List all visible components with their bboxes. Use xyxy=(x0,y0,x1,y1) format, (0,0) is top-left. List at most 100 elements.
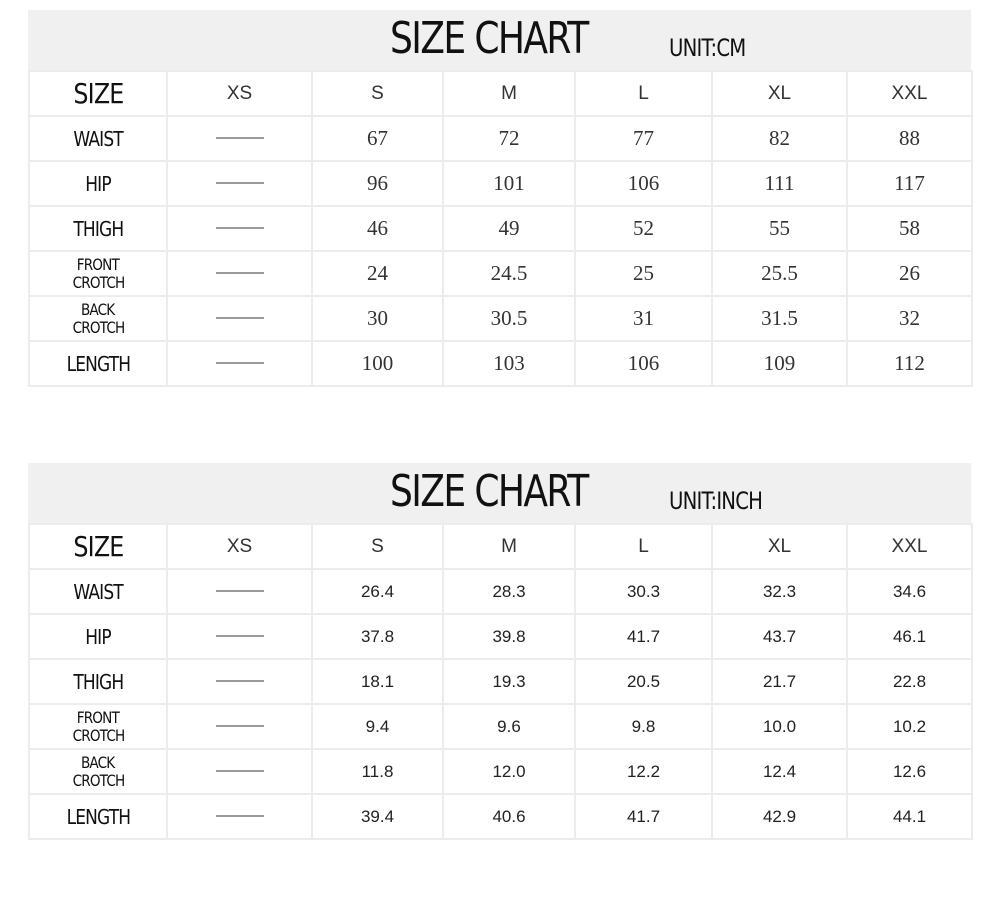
table-cell: 55 xyxy=(711,205,848,252)
xs-empty-dash xyxy=(166,748,313,795)
size-s: S xyxy=(311,523,444,570)
size-chart-inch: SIZE CHART UNIT:INCH SIZE XS S M L XL XX… xyxy=(28,463,973,840)
size-m: M xyxy=(442,70,576,117)
table-cell: 40.6 xyxy=(442,793,576,840)
xs-empty-dash xyxy=(166,658,313,705)
size-l: L xyxy=(574,523,713,570)
size-xs: XS xyxy=(166,523,313,570)
table-cell: 28.3 xyxy=(442,568,576,615)
table-cell: 12.2 xyxy=(574,748,713,795)
size-s: S xyxy=(311,70,444,117)
table-cell: 12.4 xyxy=(711,748,848,795)
table-cell: 106 xyxy=(574,340,713,387)
table-cell: 34.6 xyxy=(846,568,973,615)
table-cell: 10.0 xyxy=(711,703,848,750)
row-label: FRONT CROTCH xyxy=(28,250,168,297)
chart-unit: UNIT:INCH xyxy=(669,487,763,515)
table-cell: 18.1 xyxy=(311,658,444,705)
row-label: LENGTH xyxy=(28,340,168,387)
table-row: HIP 96 101 106 111 117 xyxy=(28,160,973,207)
table-cell: 25 xyxy=(574,250,713,297)
size-table: SIZE XS S M L XL XXL WAIST 26.4 28.3 30.… xyxy=(28,523,973,840)
table-cell: 12.0 xyxy=(442,748,576,795)
table-cell: 41.7 xyxy=(574,793,713,840)
table-cell: 43.7 xyxy=(711,613,848,660)
table-cell: 52 xyxy=(574,205,713,252)
table-row: BACK CROTCH 11.8 12.0 12.2 12.4 12.6 xyxy=(28,748,973,795)
table-cell: 12.6 xyxy=(846,748,973,795)
chart-title: SIZE CHART xyxy=(390,13,589,64)
size-l: L xyxy=(574,70,713,117)
row-label: BACK CROTCH xyxy=(28,748,168,795)
table-cell: 32 xyxy=(846,295,973,342)
row-label: WAIST xyxy=(28,568,168,615)
table-cell: 30.5 xyxy=(442,295,576,342)
table-cell: 112 xyxy=(846,340,973,387)
table-cell: 58 xyxy=(846,205,973,252)
xs-empty-dash xyxy=(166,160,313,207)
table-cell: 67 xyxy=(311,115,444,162)
size-xxl: XXL xyxy=(846,70,973,117)
size-m: M xyxy=(442,523,576,570)
table-cell: 103 xyxy=(442,340,576,387)
size-xs: XS xyxy=(166,70,313,117)
row-label: WAIST xyxy=(28,115,168,162)
table-cell: 25.5 xyxy=(711,250,848,297)
table-cell: 9.8 xyxy=(574,703,713,750)
table-cell: 39.8 xyxy=(442,613,576,660)
table-cell: 88 xyxy=(846,115,973,162)
table-cell: 21.7 xyxy=(711,658,848,705)
table-cell: 77 xyxy=(574,115,713,162)
chart-title: SIZE CHART xyxy=(390,466,589,517)
table-row: BACK CROTCH 30 30.5 31 31.5 32 xyxy=(28,295,973,342)
table-cell: 22.8 xyxy=(846,658,973,705)
table-row: HIP 37.8 39.8 41.7 43.7 46.1 xyxy=(28,613,973,660)
table-cell: 32.3 xyxy=(711,568,848,615)
table-row: LENGTH 39.4 40.6 41.7 42.9 44.1 xyxy=(28,793,973,840)
size-table: SIZE XS S M L XL XXL WAIST 67 72 77 82 8… xyxy=(28,70,973,387)
table-cell: 26 xyxy=(846,250,973,297)
table-cell: 20.5 xyxy=(574,658,713,705)
row-label: HIP xyxy=(28,160,168,207)
row-label: HIP xyxy=(28,613,168,660)
table-cell: 111 xyxy=(711,160,848,207)
table-row: WAIST 67 72 77 82 88 xyxy=(28,115,973,162)
xs-empty-dash xyxy=(166,703,313,750)
table-cell: 42.9 xyxy=(711,793,848,840)
table-cell: 31 xyxy=(574,295,713,342)
table-cell: 49 xyxy=(442,205,576,252)
xs-empty-dash xyxy=(166,568,313,615)
table-row: FRONT CROTCH 24 24.5 25 25.5 26 xyxy=(28,250,973,297)
size-label: SIZE xyxy=(28,523,168,570)
size-chart-cm: SIZE CHART UNIT:CM SIZE XS S M L XL XXL … xyxy=(28,10,973,387)
row-label: THIGH xyxy=(28,658,168,705)
table-cell: 19.3 xyxy=(442,658,576,705)
table-row: THIGH 46 49 52 55 58 xyxy=(28,205,973,252)
row-label: BACK CROTCH xyxy=(28,295,168,342)
table-cell: 9.4 xyxy=(311,703,444,750)
table-cell: 31.5 xyxy=(711,295,848,342)
row-label: LENGTH xyxy=(28,793,168,840)
xs-empty-dash xyxy=(166,613,313,660)
table-cell: 41.7 xyxy=(574,613,713,660)
table-row: FRONT CROTCH 9.4 9.6 9.8 10.0 10.2 xyxy=(28,703,973,750)
xs-empty-dash xyxy=(166,295,313,342)
table-cell: 101 xyxy=(442,160,576,207)
row-label: THIGH xyxy=(28,205,168,252)
xs-empty-dash xyxy=(166,205,313,252)
size-header-row: SIZE XS S M L XL XXL xyxy=(28,70,973,117)
table-cell: 37.8 xyxy=(311,613,444,660)
table-cell: 109 xyxy=(711,340,848,387)
table-cell: 24.5 xyxy=(442,250,576,297)
xs-empty-dash xyxy=(166,793,313,840)
xs-empty-dash xyxy=(166,340,313,387)
table-cell: 30.3 xyxy=(574,568,713,615)
table-cell: 24 xyxy=(311,250,444,297)
xs-empty-dash xyxy=(166,250,313,297)
table-cell: 9.6 xyxy=(442,703,576,750)
table-cell: 72 xyxy=(442,115,576,162)
table-row: THIGH 18.1 19.3 20.5 21.7 22.8 xyxy=(28,658,973,705)
size-xl: XL xyxy=(711,70,848,117)
table-cell: 100 xyxy=(311,340,444,387)
size-label: SIZE xyxy=(28,70,168,117)
